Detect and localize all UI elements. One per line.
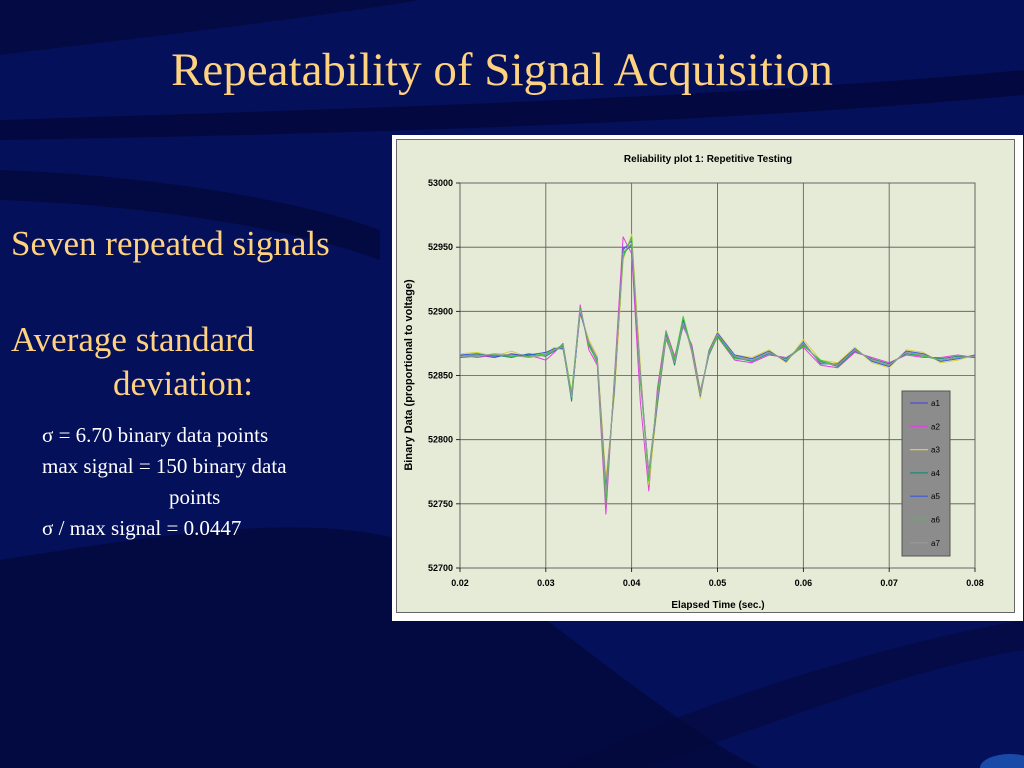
legend-label-a6: a6 (931, 516, 940, 525)
x-tick-label: 0.06 (795, 578, 813, 588)
reliability-chart: Reliability plot 1: Repetitive Testing 0… (403, 154, 984, 611)
x-tick-labels: 0.02 0.03 0.04 0.05 0.06 0.07 0.08 (451, 578, 984, 588)
chart-legend: a1 a2 a3 a4 a5 a6 a7 (901, 390, 951, 557)
bullet-average-std-cont: deviation: (113, 364, 253, 403)
x-tick-label: 0.08 (966, 578, 984, 588)
stats-block: σ = 6.70 binary data points max signal =… (11, 420, 391, 544)
y-axis-label: Binary Data (proportional to voltage) (403, 279, 415, 471)
y-tick-label: 52800 (428, 435, 453, 445)
series-lines (459, 233, 976, 515)
x-axis-label: Elapsed Time (sec.) (671, 600, 764, 611)
y-tick-label: 53000 (428, 178, 453, 188)
y-tick-label: 52750 (428, 499, 453, 509)
stat-max-signal-cont: points (169, 485, 221, 509)
x-tick-label: 0.03 (537, 578, 555, 588)
slide-body: Seven repeated signals Average standard … (11, 222, 391, 544)
chart-title: Reliability plot 1: Repetitive Testing (624, 154, 792, 165)
bullet-repeated-signals: Seven repeated signals (11, 224, 330, 263)
stat-sigma: σ = 6.70 binary data points (42, 423, 269, 447)
stat-ratio: σ / max signal = 0.0447 (42, 516, 242, 540)
legend-label-a7: a7 (931, 539, 940, 548)
x-tick-label: 0.07 (880, 578, 898, 588)
y-tick-labels: 52700 52750 52800 52850 52900 52950 53000 (428, 178, 453, 573)
chart-frame: Reliability plot 1: Repetitive Testing 0… (392, 135, 1023, 621)
slide-title: Repeatability of Signal Acquisition (171, 44, 833, 96)
y-tick-label: 52950 (428, 242, 453, 252)
y-tick-label: 52900 (428, 306, 453, 316)
y-tick-label: 52700 (428, 563, 453, 573)
legend-label-a4: a4 (931, 469, 940, 478)
x-tick-label: 0.05 (709, 578, 727, 588)
stat-max-signal: max signal = 150 binary data (42, 454, 287, 478)
series-line-a7 (460, 242, 976, 495)
x-tick-label: 0.04 (623, 578, 641, 588)
x-tick-label: 0.02 (451, 578, 469, 588)
legend-label-a3: a3 (931, 446, 940, 455)
legend-label-a2: a2 (931, 422, 940, 431)
y-tick-label: 52850 (428, 371, 453, 381)
bullet-average-std: Average standard (11, 320, 255, 359)
legend-label-a1: a1 (931, 399, 940, 408)
legend-label-a5: a5 (931, 492, 940, 501)
